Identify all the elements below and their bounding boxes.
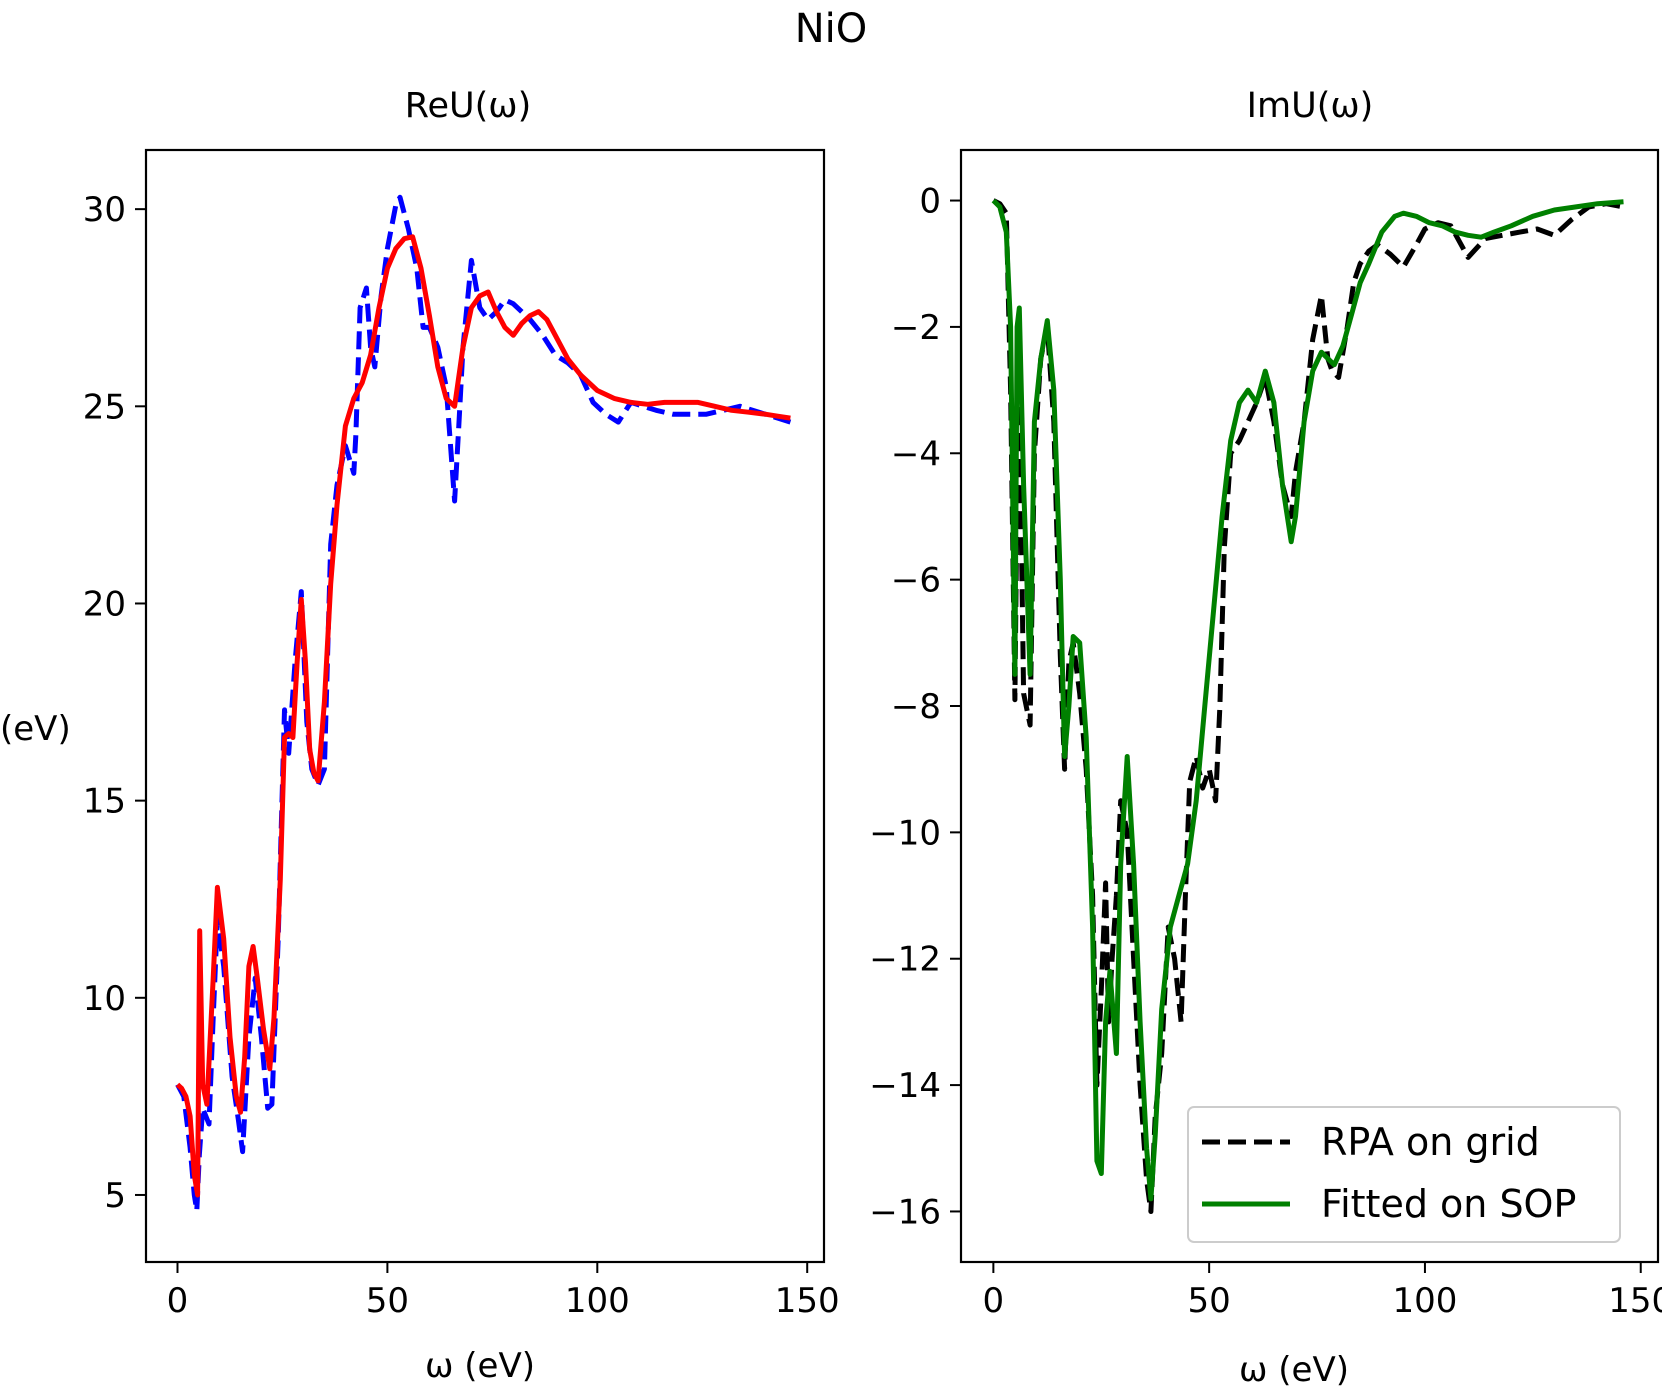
x-tick-label-1-3: 150 — [1608, 1281, 1662, 1321]
y-tick-label-1-7: −14 — [869, 1066, 941, 1106]
ticks-imu: 0 50 100 150 0 −2 −4 −6 −8 −10 −12 −14 −16 — [869, 182, 1662, 1321]
y-tick-label-0-5: 30 — [83, 190, 126, 230]
plot-area-imu — [991, 198, 1624, 1214]
figure-title: NiO — [795, 6, 868, 52]
x-tick-label-0-3: 150 — [775, 1281, 840, 1321]
y-tick-label-1-8: −16 — [869, 1192, 941, 1232]
legend-label-sop: Fitted on SOP — [1321, 1182, 1576, 1226]
y-tick-label-1-1: −2 — [891, 308, 941, 348]
x-tick-label-1-1: 50 — [1188, 1281, 1231, 1321]
panel-title-imu: ImU(ω) — [1247, 86, 1374, 126]
ticks-reu: 0 50 100 150 5 10 15 20 25 30 — [83, 190, 840, 1321]
x-tick-label-1-2: 100 — [1392, 1281, 1457, 1321]
y-tick-label-1-0: 0 — [919, 182, 941, 222]
x-axis-label-imu: ω (eV) — [1239, 1350, 1349, 1390]
series-line-1-0 — [992, 198, 1624, 1214]
y-tick-label-1-6: −12 — [869, 940, 941, 980]
series-line-1-1 — [991, 198, 1624, 1202]
series-line-0-0 — [175, 194, 792, 1214]
legend-imu: RPA on grid Fitted on SOP — [1187, 1106, 1621, 1243]
x-tick-label-1-0: 0 — [983, 1281, 1005, 1321]
plot-area-reu — [175, 194, 792, 1214]
series-line-0-1 — [175, 234, 791, 1198]
panel-title-reu: ReU(ω) — [405, 86, 532, 126]
x-tick-label-0-0: 0 — [167, 1281, 189, 1321]
y-tick-label-0-4: 25 — [83, 387, 126, 427]
legend-box — [1187, 1106, 1621, 1243]
y-tick-label-0-1: 10 — [83, 979, 126, 1019]
y-tick-label-0-0: 5 — [104, 1176, 126, 1216]
y-tick-label-0-3: 20 — [83, 584, 126, 624]
y-tick-label-1-3: −6 — [891, 561, 941, 601]
x-axis-label-reu: ω (eV) — [425, 1346, 535, 1386]
x-tick-label-0-1: 50 — [366, 1281, 409, 1321]
x-tick-label-0-2: 100 — [565, 1281, 630, 1321]
axes-frame-reu — [144, 148, 826, 1264]
y-tick-label-1-2: −4 — [891, 434, 941, 474]
y-tick-label-0-2: 15 — [83, 782, 126, 822]
legend-label-rpa: RPA on grid — [1321, 1120, 1540, 1164]
y-tick-label-1-5: −10 — [869, 813, 941, 853]
y-tick-label-1-4: −8 — [891, 687, 941, 727]
panel-imu: ImU(ω) ω (eV) 0 50 100 150 0 −2 −4 −6 −8 −10 −12 −1… — [869, 86, 1662, 1390]
panel-reu: ReU(ω) ω (eV) (eV) 0 50 100 150 5 10 15 20 25 30 — [0, 86, 840, 1386]
y-axis-label-reu: (eV) — [0, 709, 71, 749]
